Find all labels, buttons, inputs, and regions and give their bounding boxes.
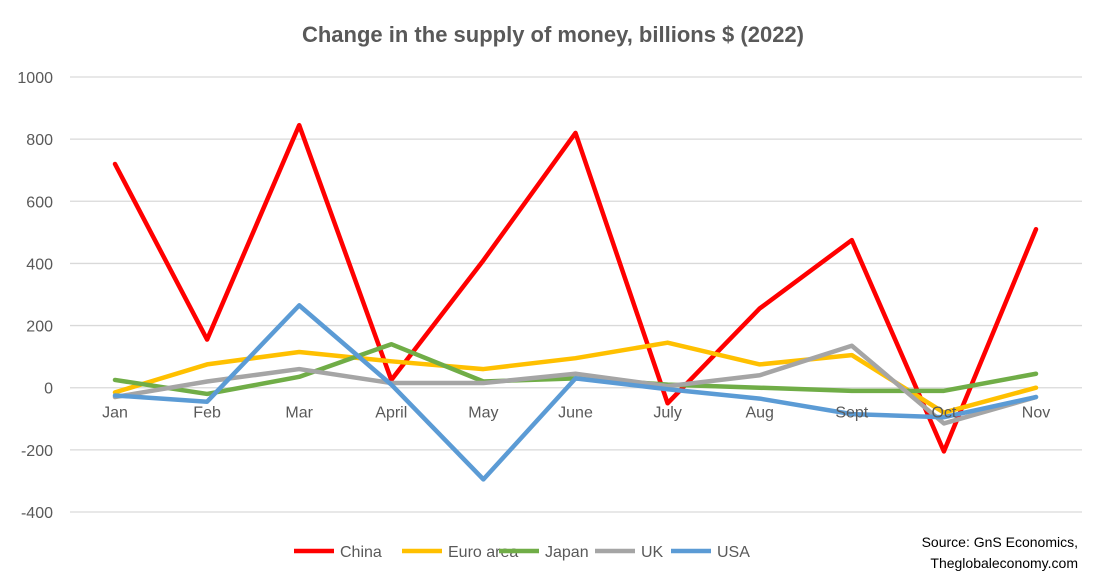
series-line-uk xyxy=(112,343,1039,426)
y-tick-label: 0 xyxy=(44,381,53,398)
x-tick-label: Oct xyxy=(931,405,956,422)
series-line-china xyxy=(112,122,1039,454)
y-tick-label: 600 xyxy=(26,194,53,211)
legend-label: Euro area xyxy=(448,544,518,561)
y-tick-label: -200 xyxy=(21,443,53,460)
x-tick-label: Sept xyxy=(835,405,868,422)
legend-label: China xyxy=(340,544,382,561)
x-tick-label: Nov xyxy=(1022,405,1050,422)
legend-label: USA xyxy=(717,544,750,561)
x-tick-label: May xyxy=(468,405,498,422)
x-tick-label: Feb xyxy=(193,405,221,422)
legend-label: UK xyxy=(641,544,664,561)
x-tick-label: Aug xyxy=(745,405,773,422)
x-tick-label: April xyxy=(375,405,407,422)
source-line-1: Source: GnS Economics, xyxy=(922,534,1078,550)
y-tick-label: -400 xyxy=(21,505,53,522)
y-tick-label: 800 xyxy=(26,132,53,149)
x-tick-label: Mar xyxy=(285,405,313,422)
y-tick-label: 200 xyxy=(26,319,53,336)
x-tick-label: Jan xyxy=(102,405,128,422)
legend-label: Japan xyxy=(545,544,589,561)
x-tick-label: July xyxy=(653,405,681,422)
series-line-usa xyxy=(112,303,1039,482)
x-tick-label: June xyxy=(558,405,593,422)
y-tick-label: 400 xyxy=(26,256,53,273)
y-tick-label: 1000 xyxy=(17,70,53,87)
chart-title: Change in the supply of money, billions … xyxy=(302,22,804,47)
source-line-2: Theglobaleconomy.com xyxy=(930,555,1078,571)
